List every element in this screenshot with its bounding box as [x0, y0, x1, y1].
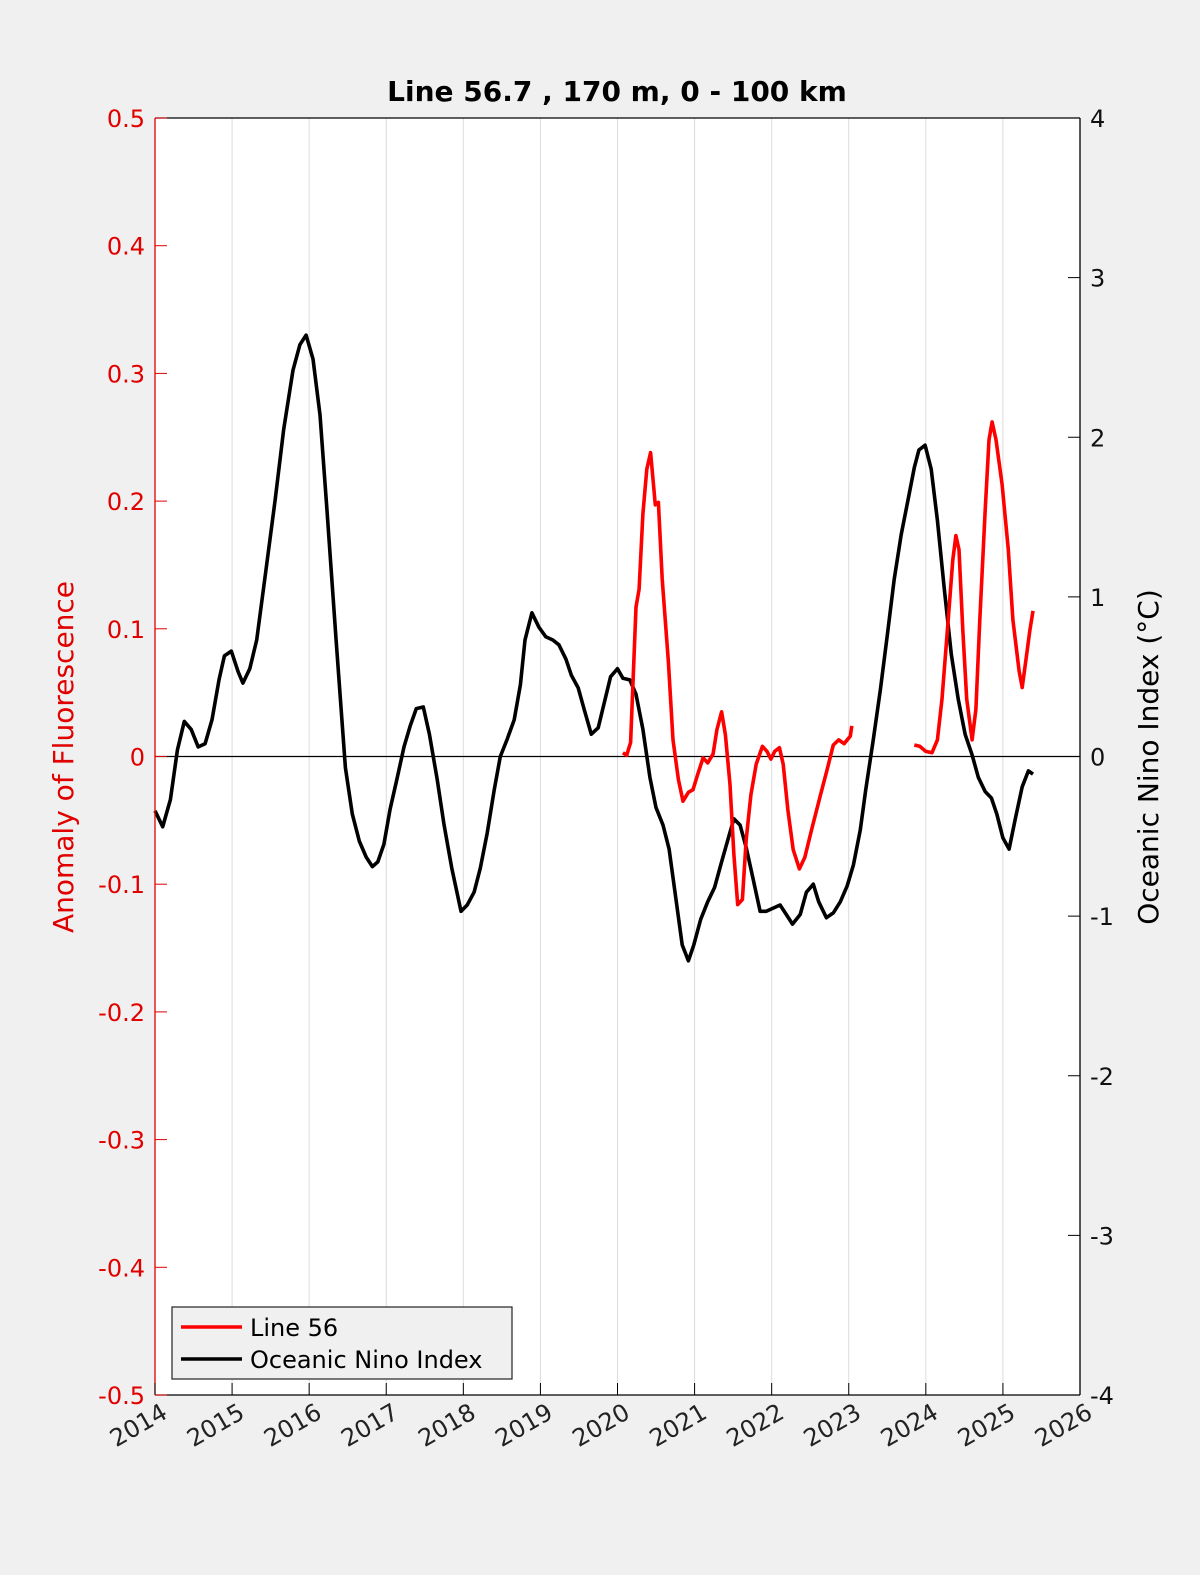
left-y-tick-label: -0.4	[98, 1254, 145, 1282]
x-tick-label: 2024	[876, 1398, 943, 1453]
right-y-tick-label: -4	[1090, 1382, 1114, 1410]
x-tick-label: 2020	[568, 1398, 635, 1453]
x-tick-label: 2023	[799, 1398, 866, 1453]
right-y-tick-label: -2	[1090, 1063, 1114, 1091]
legend: Line 56 Oceanic Nino Index	[171, 1306, 513, 1380]
x-tick-label: 2019	[491, 1398, 558, 1453]
left-y-tick-label: 0.2	[107, 488, 145, 516]
left-y-tick-label: 0.1	[107, 616, 145, 644]
right-y-tick-label: -3	[1090, 1222, 1114, 1250]
series-line-line56-segment-2	[913, 420, 1035, 755]
left-y-tick-label: -0.2	[98, 999, 145, 1027]
x-tick-label: 2021	[645, 1398, 712, 1453]
x-tick-label: 2026	[1030, 1398, 1097, 1453]
x-tick-label: 2015	[182, 1398, 249, 1453]
left-y-tick-label: -0.3	[98, 1127, 145, 1155]
right-y-tick-label: 4	[1090, 105, 1105, 133]
left-y-tick-label: 0.5	[107, 105, 145, 133]
right-axis-title: Oceanic Nino Index (°C)	[1132, 589, 1165, 925]
left-y-tick-label: -0.1	[98, 871, 145, 899]
right-y-tick-label: 0	[1090, 744, 1105, 772]
chart-title: Line 56.7 , 170 m, 0 - 100 km	[387, 75, 847, 108]
left-axis-title: Anomaly of Fluorescence	[47, 581, 80, 933]
series-line-oceanic-nino-index	[153, 333, 1035, 963]
x-tick-label: 2017	[336, 1398, 403, 1453]
x-tick-label: 2016	[259, 1398, 326, 1453]
left-y-tick-label: 0.4	[107, 233, 145, 261]
left-y-tick-label: -0.5	[98, 1382, 145, 1410]
right-y-tick-label: 2	[1090, 424, 1105, 452]
legend-box	[171, 1306, 513, 1380]
series-layer	[153, 333, 1035, 963]
left-y-ticks: -0.5 -0.4 -0.3 -0.2 -0.1 0 0.1 0.2 0.3 0.4 0.5	[98, 105, 167, 1410]
left-y-tick-label: 0	[130, 744, 145, 772]
x-tick-label: 2022	[722, 1398, 789, 1453]
series-line-line56-segment-1	[621, 450, 854, 907]
right-y-tick-label: -1	[1090, 903, 1114, 931]
right-y-tick-label: 1	[1090, 584, 1105, 612]
right-y-ticks: -4 -3 -2 -1 0 1 2 3 4	[1068, 105, 1114, 1410]
legend-label-oni: Oceanic Nino Index	[250, 1346, 482, 1374]
x-tick-label: 2025	[953, 1398, 1020, 1453]
left-y-tick-label: 0.3	[107, 360, 145, 388]
legend-label-line56: Line 56	[250, 1314, 338, 1342]
x-tick-label: 2018	[413, 1398, 480, 1453]
right-y-tick-label: 3	[1090, 265, 1105, 293]
